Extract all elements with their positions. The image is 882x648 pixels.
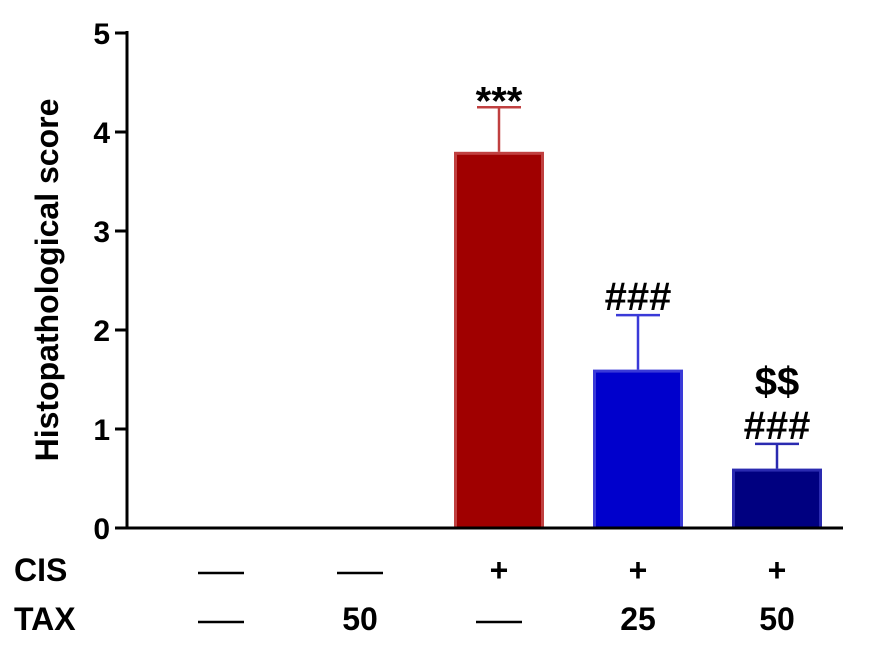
y-tick-label-5: 5 xyxy=(93,18,110,51)
row-tax-value-5: 50 xyxy=(759,601,795,637)
y-tick-label-0: 0 xyxy=(93,513,110,546)
row-cis-value-3: + xyxy=(490,552,509,588)
y-tick-label-3: 3 xyxy=(93,216,110,249)
significance-label-5-1: $$ xyxy=(755,360,800,404)
row-tax-value-2: 50 xyxy=(342,601,378,637)
y-axis-label: Histopathological score xyxy=(29,99,65,462)
row-label-cis: CIS xyxy=(14,552,67,588)
significance-label-4-1: ### xyxy=(605,275,672,319)
significance-label-5-2: ### xyxy=(744,404,811,448)
row-label-tax: TAX xyxy=(14,601,76,637)
significance-label-3-1: *** xyxy=(476,79,523,123)
bar-3 xyxy=(454,151,544,530)
y-tick-label-4: 4 xyxy=(93,117,110,150)
row-cis-value-4: + xyxy=(629,552,648,588)
bar-4 xyxy=(593,369,683,530)
bar-5 xyxy=(732,468,822,530)
y-tick-label-2: 2 xyxy=(93,315,110,348)
row-tax-value-4: 25 xyxy=(620,601,656,637)
y-tick-label-1: 1 xyxy=(93,414,110,447)
row-cis-value-5: + xyxy=(768,552,787,588)
